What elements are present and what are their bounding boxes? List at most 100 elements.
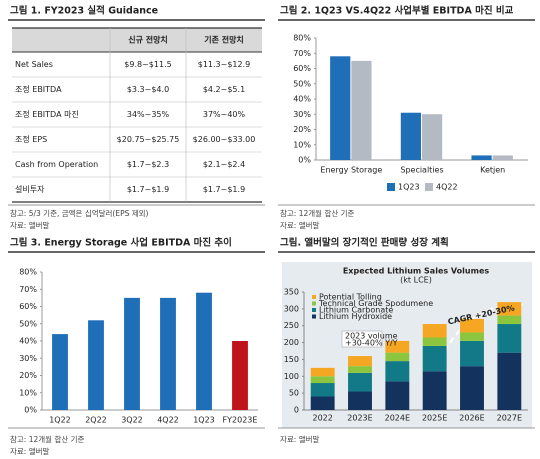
cagr-arc	[439, 303, 526, 361]
table-header-bg	[12, 28, 110, 52]
table-cell: 34%~35%	[127, 110, 170, 119]
callout-box	[341, 330, 383, 348]
legend-label: Technical Grade Spodumene	[318, 299, 433, 308]
figure-title: 그림 3. Energy Storage 사업 EBITDA 마진 추이	[10, 237, 232, 249]
x-tick-label: FY2023E	[223, 416, 258, 425]
table-cell: $9.8~$11.5	[124, 60, 171, 69]
bar	[160, 297, 176, 410]
bar-segment	[497, 315, 522, 325]
bar-segment	[460, 366, 484, 410]
figure-title: 그림 1. FY2023 실적 Guidance	[10, 5, 158, 17]
legend-label: Lithium Carbonate	[319, 306, 393, 315]
row-label: Net Sales	[15, 60, 53, 69]
bar-segment	[497, 352, 522, 410]
x-tick-label: Energy Storage	[320, 166, 382, 175]
bar-segment	[460, 340, 484, 367]
bar-segment	[385, 340, 410, 353]
x-tick-label: 2Q22	[85, 416, 107, 425]
y-tick-label: 60%	[19, 302, 37, 311]
bar-segment	[310, 383, 335, 397]
x-tick-label: Ketjen	[480, 166, 505, 175]
bar-segment	[422, 337, 447, 346]
legend-label: 4Q22	[436, 183, 458, 192]
bar-segment	[497, 302, 522, 316]
y-tick-label: 300	[284, 304, 299, 313]
bar-segment	[385, 381, 410, 410]
legend-swatch	[312, 314, 316, 319]
bar-segment	[460, 332, 484, 341]
x-tick-label: 2024E	[385, 414, 410, 423]
bar	[196, 292, 212, 410]
table-cell: $4.2~$5.1	[203, 85, 245, 94]
x-tick-label: 2023E	[347, 414, 372, 423]
legend-swatch	[312, 301, 316, 306]
bar	[400, 112, 421, 160]
note: 참고: 12개월 합산 기준	[10, 434, 85, 444]
x-tick-label: 1Q22	[49, 416, 71, 425]
note: 자료: 앨버말	[280, 220, 320, 230]
note: 자료: 앨버말	[280, 434, 320, 444]
y-tick-label: 30%	[19, 354, 37, 363]
y-tick-label: 250	[284, 321, 299, 330]
bar-segment	[460, 318, 484, 333]
bar	[422, 114, 443, 160]
x-tick-label: 3Q22	[121, 416, 143, 425]
y-tick-label: 40%	[293, 95, 311, 104]
annotation: +30-40% Y/Y	[345, 339, 398, 348]
row-label: 조정 EPS	[15, 134, 47, 144]
y-tick-label: 150	[284, 355, 299, 364]
table-cell: 37%~40%	[203, 110, 246, 119]
annotation: 2023 volume	[345, 332, 398, 341]
x-tick-label: 1Q23	[193, 416, 215, 425]
chart-title: Expected Lithium Sales Volumes	[343, 267, 490, 276]
y-tick-label: 80%	[19, 268, 37, 277]
x-tick-label: 2027E	[497, 414, 522, 423]
bar-segment	[422, 324, 447, 338]
note: 참고: 12개월 합산 기준	[280, 208, 355, 218]
bar-segment	[348, 356, 372, 367]
table-cell: $1.7~$1.9	[127, 185, 169, 194]
figure-title: 그림. 앨버말의 장기적인 판매량 성장 계획	[280, 237, 449, 249]
y-tick-label: 30%	[293, 110, 311, 119]
y-tick-label: 50%	[19, 319, 37, 328]
bar	[471, 155, 492, 160]
figure-title: 그림 2. 1Q23 VS.4Q22 사업부별 EBITDA 마진 비교	[280, 5, 514, 17]
y-tick-label: 10%	[19, 388, 37, 397]
bar-segment	[348, 366, 372, 373]
legend-label: 1Q23	[398, 183, 420, 192]
bar	[52, 334, 68, 410]
legend-swatch	[312, 295, 316, 299]
bar-segment	[422, 345, 447, 372]
row-label: 조정 EBITDA 마진	[15, 109, 79, 119]
bar-segment	[310, 376, 335, 384]
y-tick-label: 20%	[293, 125, 311, 134]
y-tick-label: 40%	[19, 337, 37, 346]
y-tick-label: 100	[284, 372, 299, 381]
y-tick-label: 50	[289, 389, 299, 398]
x-tick-label: 2026E	[459, 414, 484, 423]
note: 자료: 앨버말	[10, 220, 50, 230]
bar-segment	[497, 324, 522, 353]
table-cell: $26.00~$33.00	[193, 135, 256, 144]
bar	[124, 297, 140, 410]
x-tick-label: 4Q22	[157, 416, 179, 425]
y-tick-label: 70%	[19, 285, 37, 294]
bar	[330, 56, 351, 160]
bar-segment	[310, 396, 335, 410]
x-tick-label: 2022	[312, 414, 332, 423]
y-tick-label: 10%	[293, 140, 311, 149]
legend-swatch	[425, 183, 433, 191]
column-header: 신규 전망치	[128, 35, 168, 45]
note: 참고: 5/3 기준, 금액은 십억달러(EPS 제외)	[10, 208, 149, 218]
note: 자료: 앨버말	[10, 446, 50, 456]
y-tick-label: 20%	[19, 371, 37, 380]
table-cell: $1.7~$2.3	[127, 160, 169, 169]
bar	[88, 320, 104, 410]
row-label: 조정 EBITDA	[15, 84, 62, 94]
bar-segment	[310, 367, 335, 377]
bar	[492, 155, 513, 160]
x-tick-label: 2025E	[422, 414, 447, 423]
bar-segment	[385, 361, 410, 382]
chart-subtitle: (kt LCE)	[400, 276, 432, 285]
table-cell: $20.75~$25.75	[117, 135, 180, 144]
